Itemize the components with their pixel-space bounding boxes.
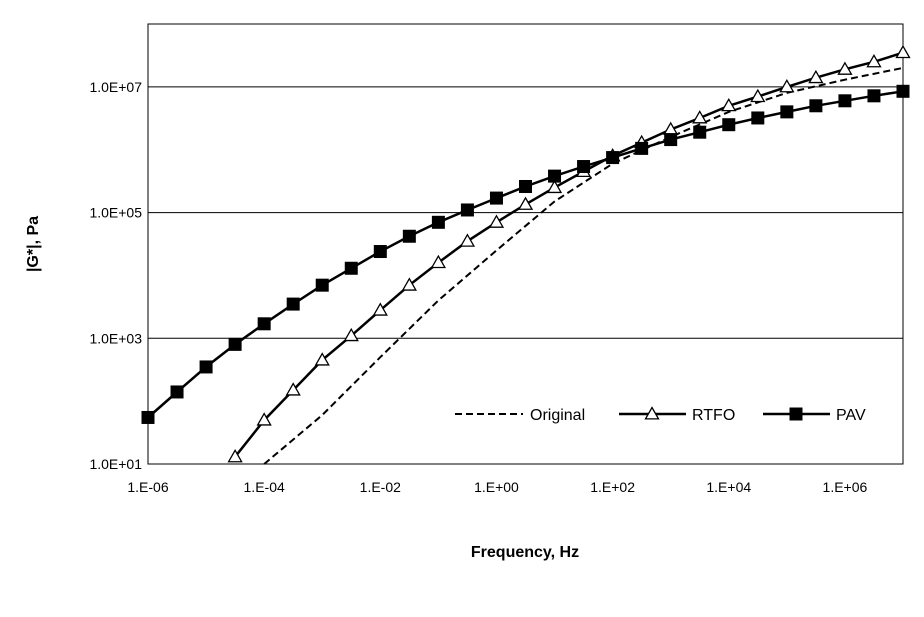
data-point-pav <box>809 99 823 113</box>
data-point-rtfo <box>285 382 301 396</box>
data-point-rtfo <box>866 54 882 68</box>
x-tick-label: 1.E+04 <box>706 479 751 495</box>
data-point-rtfo <box>343 327 359 342</box>
plot-area-border <box>147 23 904 465</box>
data-point-pav <box>228 337 242 351</box>
legend-marker-pav <box>789 407 803 421</box>
series-markers <box>141 44 911 463</box>
y-tick-label: 1.0E+07 <box>89 79 142 95</box>
legend-label-pav: PAV <box>836 407 866 424</box>
data-point-pav <box>693 125 707 139</box>
data-point-pav <box>606 151 620 165</box>
data-point-pav <box>548 169 562 183</box>
data-point-pav <box>780 105 794 119</box>
data-point-pav <box>838 94 852 108</box>
data-point-pav <box>402 229 416 243</box>
x-tick-label: 1.E+00 <box>474 479 519 495</box>
data-point-rtfo <box>895 44 911 59</box>
data-point-pav <box>315 278 329 292</box>
y-tick-label: 1.0E+01 <box>89 456 142 472</box>
legend-label-original: Original <box>530 407 585 424</box>
data-point-pav <box>577 160 591 174</box>
data-point-pav <box>257 317 271 331</box>
data-point-pav <box>518 179 532 193</box>
data-point-rtfo <box>837 61 853 75</box>
x-axis-title: Frequency, Hz <box>471 544 579 561</box>
series-line-original <box>263 66 904 465</box>
y-tick-label: 1.0E+05 <box>89 205 142 221</box>
data-point-rtfo <box>430 254 447 269</box>
data-point-pav <box>664 133 678 147</box>
gridlines <box>148 86 903 465</box>
legend-marker-rtfo <box>644 406 660 420</box>
x-tick-label: 1.E-06 <box>127 479 168 495</box>
data-point-pav <box>286 297 300 311</box>
data-point-rtfo <box>256 412 272 426</box>
data-point-rtfo <box>808 69 824 84</box>
data-point-pav <box>635 141 649 155</box>
x-tick-label: 1.E-04 <box>244 479 285 495</box>
data-point-pav <box>867 89 881 103</box>
legend-marker-rtfo <box>644 406 660 420</box>
data-point-rtfo <box>721 97 737 112</box>
data-point-pav <box>722 118 736 132</box>
series-line-rtfo <box>234 51 904 458</box>
data-point-rtfo <box>314 352 330 366</box>
data-point-pav <box>489 191 503 205</box>
data-point-rtfo <box>459 233 476 247</box>
x-tick-label: 1.E+02 <box>590 479 635 495</box>
data-point-pav <box>751 111 765 125</box>
data-point-pav <box>141 410 155 424</box>
x-tick-label: 1.E+06 <box>823 479 868 495</box>
data-point-rtfo <box>750 88 766 103</box>
data-point-rtfo <box>517 196 534 210</box>
data-point-pav <box>373 245 387 259</box>
data-point-pav <box>170 385 184 399</box>
data-point-rtfo <box>488 214 505 228</box>
data-point-pav <box>896 84 910 98</box>
legend: Original RTFO PAV <box>455 406 866 424</box>
data-point-rtfo <box>546 179 563 194</box>
y-axis-title: |G*|, Pa <box>25 216 42 272</box>
data-point-pav <box>431 215 445 229</box>
data-point-pav <box>460 203 474 217</box>
data-point-pav <box>199 360 213 374</box>
data-point-pav <box>344 261 358 275</box>
data-point-rtfo <box>372 302 388 316</box>
data-point-rtfo <box>401 277 417 291</box>
x-tick-label: 1.E-02 <box>360 479 401 495</box>
y-tick-label: 1.0E+03 <box>89 330 142 346</box>
legend-label-rtfo: RTFO <box>692 407 735 424</box>
x-axis-tick-labels: 1.E-06 1.E-04 1.E-02 1.E+00 1.E+02 1.E+04 1.E+… <box>127 479 867 495</box>
y-axis-tick-labels: 1.0E+01 1.0E+03 1.0E+05 1.0E+07 <box>89 79 142 472</box>
data-point-rtfo <box>692 110 708 124</box>
series-line-pav <box>147 90 904 419</box>
data-point-rtfo <box>779 79 795 93</box>
legend-marker-pav <box>789 407 803 421</box>
data-point-rtfo <box>227 449 243 463</box>
